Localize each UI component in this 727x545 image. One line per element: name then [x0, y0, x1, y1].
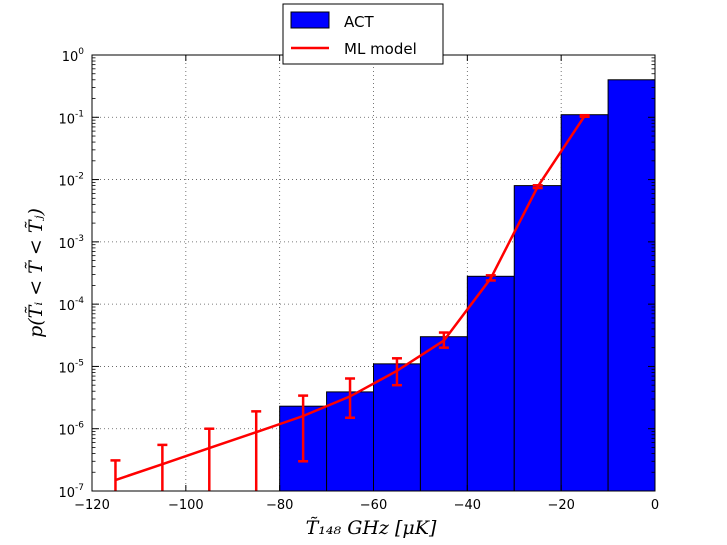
x-tick-labels: −120 −100 −80 −60 −40 −20 0 [74, 498, 659, 513]
x-tick-label: −100 [168, 498, 204, 513]
legend-label-ml-model: ML model [344, 40, 417, 58]
y-tick-label: 10-4 [58, 296, 84, 314]
y-axis-label: p(T̃ᵢ < T̃ < T̃ⱼ) [25, 208, 47, 338]
legend-label-act: ACT [344, 13, 374, 31]
x-axis-label: T̃₁₄₈ GHz [μK] [306, 517, 437, 539]
y-tick-labels: 10-7 10-6 10-5 10-4 10-3 10-2 10-1 100 [58, 47, 84, 501]
y-tick-label: 10-2 [58, 172, 84, 190]
x-tick-label: 0 [651, 498, 659, 513]
bar [513, 185, 562, 492]
y-tick-label: 10-6 [58, 421, 84, 439]
x-tick-label: −120 [74, 498, 110, 513]
y-tick-label: 10-5 [58, 358, 84, 376]
x-tick-label: −20 [547, 498, 574, 513]
bar [466, 275, 515, 492]
y-tick-label: 100 [62, 47, 85, 65]
legend: ACT ML model [282, 3, 444, 65]
axis-ticks [91, 54, 656, 492]
legend-swatch-act [290, 11, 330, 29]
bar [560, 114, 609, 492]
bar-series [279, 79, 656, 492]
bar [419, 336, 468, 492]
y-tick-label: 10-3 [58, 234, 84, 252]
bar [607, 79, 656, 492]
x-tick-label: −80 [266, 498, 293, 513]
y-tick-label: 10-1 [58, 109, 84, 127]
x-tick-label: −40 [454, 498, 481, 513]
x-tick-label: −60 [360, 498, 387, 513]
line-series [110, 113, 590, 491]
y-tick-label: 10-7 [58, 483, 84, 501]
